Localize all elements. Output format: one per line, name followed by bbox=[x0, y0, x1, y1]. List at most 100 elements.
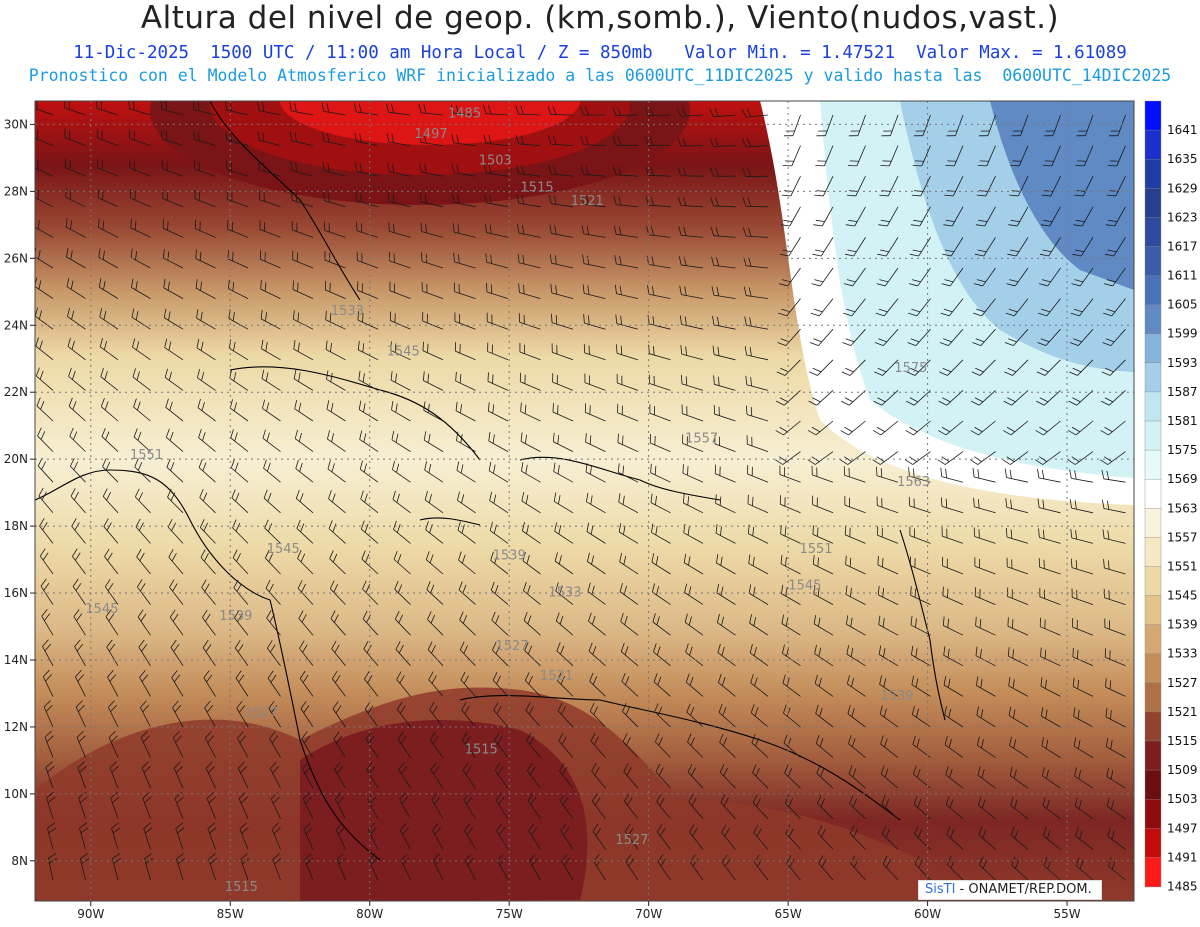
high-deepblue bbox=[990, 101, 1134, 290]
wind-barb bbox=[524, 672, 541, 697]
legend-level-label: 1515 bbox=[1167, 734, 1198, 748]
wind-barb bbox=[360, 520, 379, 544]
wind-barb bbox=[292, 280, 314, 299]
wind-barb bbox=[392, 490, 411, 514]
wind-barb bbox=[547, 135, 574, 146]
wind-barb bbox=[879, 176, 899, 197]
wind-barb bbox=[718, 703, 736, 728]
wind-barb bbox=[175, 822, 185, 850]
wind-barb bbox=[975, 616, 996, 636]
wind-barb bbox=[229, 399, 249, 422]
wind-barb bbox=[742, 197, 769, 208]
wind-barb bbox=[845, 206, 866, 227]
wind-barb bbox=[304, 853, 314, 881]
legend-swatch bbox=[1144, 158, 1162, 189]
wind-barb bbox=[1071, 267, 1094, 287]
legend-swatch bbox=[1144, 624, 1162, 655]
wind-barb bbox=[711, 256, 736, 269]
wind-barb bbox=[133, 398, 151, 422]
wind-barb bbox=[142, 791, 152, 819]
wind-barb bbox=[205, 731, 216, 758]
wind-barb bbox=[193, 130, 216, 146]
wind-barb bbox=[880, 145, 899, 167]
wind-barb bbox=[457, 491, 476, 514]
longitude-labels: 90W 85W 80W 75W 70W 65W 60W 55W bbox=[77, 901, 1081, 921]
wind-barb bbox=[813, 614, 834, 636]
wind-barb bbox=[612, 106, 639, 116]
legend-swatch bbox=[1144, 682, 1162, 713]
wind-barb bbox=[847, 705, 866, 728]
legend-swatch bbox=[1144, 420, 1162, 451]
wind-barb bbox=[623, 763, 639, 789]
contour-label: 1521 bbox=[540, 669, 573, 684]
wind-barb bbox=[42, 639, 54, 666]
wind-barb bbox=[390, 371, 411, 391]
wind-barb bbox=[452, 193, 476, 208]
wind-barb bbox=[677, 137, 704, 147]
wind-barb bbox=[432, 823, 444, 850]
wind-barb bbox=[618, 493, 639, 514]
wind-barb bbox=[172, 700, 184, 728]
wind-barb bbox=[37, 427, 54, 452]
wind-barb bbox=[1039, 587, 1061, 605]
contour-label: 1545 bbox=[387, 344, 420, 359]
wind-barb bbox=[975, 646, 996, 667]
wind-barb bbox=[745, 375, 769, 391]
legend-level-label: 1593 bbox=[1167, 356, 1198, 370]
wind-barb bbox=[261, 339, 281, 361]
wind-barb bbox=[295, 489, 314, 514]
legend-level-label: 1533 bbox=[1167, 647, 1198, 661]
wind-barb bbox=[555, 612, 574, 636]
wind-barb bbox=[582, 254, 606, 269]
wind-barb bbox=[816, 764, 834, 789]
wind-barb bbox=[749, 644, 769, 667]
wind-barb bbox=[358, 400, 379, 422]
wind-barb bbox=[426, 581, 444, 605]
wind-barb bbox=[107, 700, 119, 728]
wind-barb bbox=[941, 267, 964, 287]
wind-barb bbox=[483, 164, 509, 177]
wind-barb bbox=[263, 459, 281, 483]
wind-barb bbox=[365, 731, 379, 758]
wind-barb bbox=[843, 466, 866, 483]
wind-barb bbox=[588, 612, 606, 636]
wind-barb bbox=[494, 732, 509, 758]
contour-label: 1563 bbox=[897, 475, 930, 490]
wind-barb bbox=[654, 703, 671, 728]
wind-barb bbox=[289, 102, 314, 116]
credit-box: SisTI - ONAMET/REP.DOM. bbox=[918, 880, 1102, 900]
wind-barb bbox=[911, 705, 931, 728]
legend-swatch bbox=[1144, 653, 1162, 684]
wind-barb bbox=[78, 791, 88, 819]
lat-label: 10N bbox=[4, 787, 28, 801]
wind-barb bbox=[167, 488, 184, 514]
wind-barb bbox=[99, 308, 119, 330]
contour-label: 1539 bbox=[880, 689, 913, 704]
wind-barb bbox=[548, 165, 574, 177]
wind-barb bbox=[973, 267, 996, 287]
wind-barb bbox=[845, 555, 866, 575]
wind-barb bbox=[812, 237, 834, 257]
wind-barb bbox=[1005, 527, 1029, 544]
wind-barb bbox=[300, 701, 314, 728]
wind-barb bbox=[526, 762, 541, 789]
lon-label: 75W bbox=[496, 907, 523, 921]
wind-barb bbox=[938, 390, 964, 406]
wind-barb bbox=[452, 223, 476, 238]
wind-barb bbox=[492, 641, 509, 667]
wind-barb bbox=[390, 341, 411, 361]
wind-barb bbox=[848, 765, 866, 789]
wind-barb bbox=[1041, 176, 1061, 197]
wind-barb bbox=[747, 494, 769, 514]
wind-barb bbox=[1035, 420, 1061, 436]
wind-barb bbox=[1069, 359, 1094, 376]
wind-barb bbox=[882, 855, 899, 881]
legend-level-label: 1485 bbox=[1167, 879, 1198, 893]
wind-barb bbox=[908, 496, 931, 514]
wind-barb bbox=[583, 314, 606, 330]
wind-barb bbox=[79, 853, 90, 881]
wind-barb bbox=[679, 285, 704, 299]
wind-barb bbox=[908, 298, 931, 317]
wind-barb bbox=[1004, 468, 1029, 483]
contour-label: 1545 bbox=[788, 579, 821, 594]
